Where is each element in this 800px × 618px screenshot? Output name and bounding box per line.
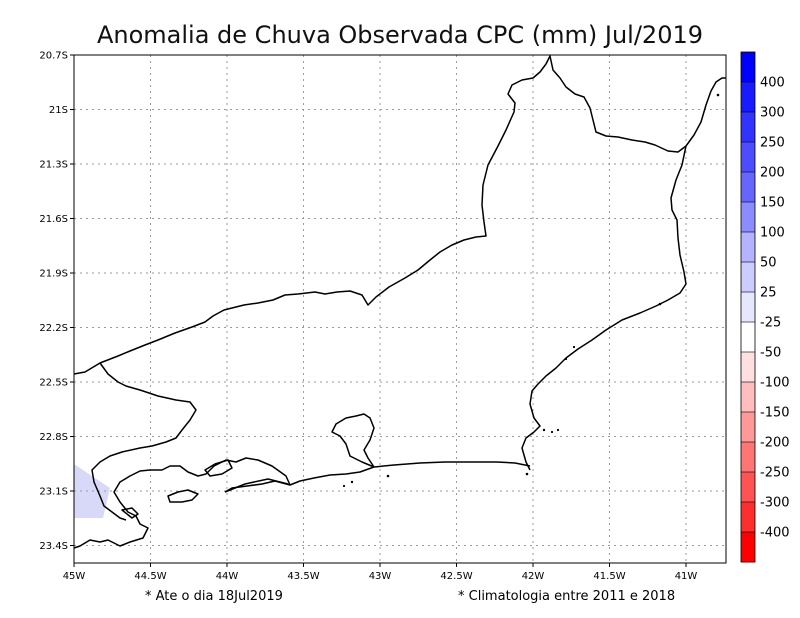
y-tick-label: 23.4S (39, 541, 68, 552)
y-tick-label: 21S (49, 105, 68, 116)
y-tick-label: 20.7S (39, 51, 68, 62)
map-background (74, 55, 726, 563)
colorbar-swatch (741, 322, 755, 353)
islet (658, 302, 662, 306)
y-tick-label: 21.9S (39, 269, 68, 280)
island-2 (204, 459, 233, 477)
y-tick-label: 22.2S (39, 323, 68, 334)
colorbar-label: 150 (760, 196, 785, 211)
state-border (73, 55, 726, 375)
colorbar-swatch (741, 172, 755, 203)
x-tick-label: 41.5W (593, 571, 625, 582)
x-tick-label: 41W (675, 571, 698, 582)
islet (350, 480, 354, 484)
east-coast (521, 145, 687, 471)
coastline (73, 55, 726, 549)
map-title: Anomalia de Chuva Observada CPC (mm) Jul… (97, 21, 703, 49)
islet (550, 430, 554, 434)
colorbar-swatch (741, 262, 755, 293)
colorbar-swatch (741, 442, 755, 473)
islet (564, 357, 568, 361)
x-tick-label: 42W (522, 571, 545, 582)
colorbar-label: 200 (760, 166, 785, 181)
footer-note-right: * Climatologia entre 2011 e 2018 (458, 589, 675, 604)
colorbar-label: 300 (760, 106, 785, 121)
guanabara-bay (73, 457, 291, 549)
colorbar-label: 250 (760, 136, 785, 151)
colorbar-swatch (741, 52, 755, 83)
y-tick-label: 23.1S (39, 487, 68, 498)
footer-note-left: * Ate o dia 18Jul2019 (145, 589, 283, 604)
island-3 (121, 507, 139, 519)
islet (716, 93, 720, 97)
colorbar-label: 100 (760, 226, 785, 241)
island-1 (167, 489, 199, 503)
colorbar-label: -100 (760, 376, 790, 391)
colorbar-label: -250 (760, 466, 790, 481)
interior-border (91, 362, 197, 521)
colorbar-swatch (741, 412, 755, 443)
islet (342, 484, 346, 488)
colorbar-swatch (741, 112, 755, 143)
x-tick-label: 43.5W (287, 571, 319, 582)
south-coast (224, 461, 531, 493)
colorbar-swatch (741, 382, 755, 413)
islet (525, 472, 529, 476)
colorbar-label: 400 (760, 76, 785, 91)
y-tick-label: 22.8S (39, 432, 68, 443)
islet (572, 345, 576, 349)
colorbar-label: -150 (760, 406, 790, 421)
x-axis: 45W 44.5W 44W 43.5W 43W 42.5W 42W 41.5W 41W (63, 563, 698, 582)
south-spit (224, 478, 289, 493)
islet (386, 474, 390, 478)
y-tick-label: 21.3S (39, 160, 68, 171)
colorbar-frame (740, 51, 756, 563)
colorbar-label: 25 (760, 286, 777, 301)
colorbar-swatch (741, 352, 755, 383)
x-tick-label: 42.5W (440, 571, 472, 582)
colorbar-swatch (741, 202, 755, 233)
x-tick-label: 45W (63, 571, 86, 582)
colorbar-label: -50 (760, 346, 781, 361)
colorbar-swatch (741, 82, 755, 113)
colorbar-swatch (741, 532, 755, 563)
colorbar-label: -200 (760, 436, 790, 451)
map-frame (73, 54, 727, 564)
colorbar-label: -300 (760, 496, 790, 511)
x-tick-label: 44W (216, 571, 239, 582)
islet (556, 428, 560, 432)
colorbar-swatch (741, 142, 755, 173)
coastal-islets (342, 93, 720, 488)
colorbar-swatch (741, 292, 755, 323)
colorbar-swatch (741, 502, 755, 533)
y-tick-label: 22.5S (39, 378, 68, 389)
y-axis: 20.7S 21S 21.3S 21.6S 21.9S 22.2S 22.5S 22.8S 23… (39, 51, 74, 552)
map-panel: 20.7S 21S 21.3S 21.6S 21.9S 22.2S 22.5S 22.8S 23… (39, 51, 727, 582)
islet (542, 428, 546, 432)
colorbar-label: -400 (760, 526, 790, 541)
colorbar-label: 50 (760, 256, 777, 271)
y-tick-label: 21.6S (39, 214, 68, 225)
x-tick-label: 43W (369, 571, 392, 582)
x-tick-label: 44.5W (134, 571, 166, 582)
colorbar-swatch (741, 232, 755, 263)
colorbar: 400 300 250 200 150 100 50 25 -25 -50 -100 -150 -200… (740, 51, 790, 563)
colorbar-label: -25 (760, 316, 781, 331)
colorbar-swatch (741, 472, 755, 503)
rio-bay-detail (331, 413, 375, 468)
